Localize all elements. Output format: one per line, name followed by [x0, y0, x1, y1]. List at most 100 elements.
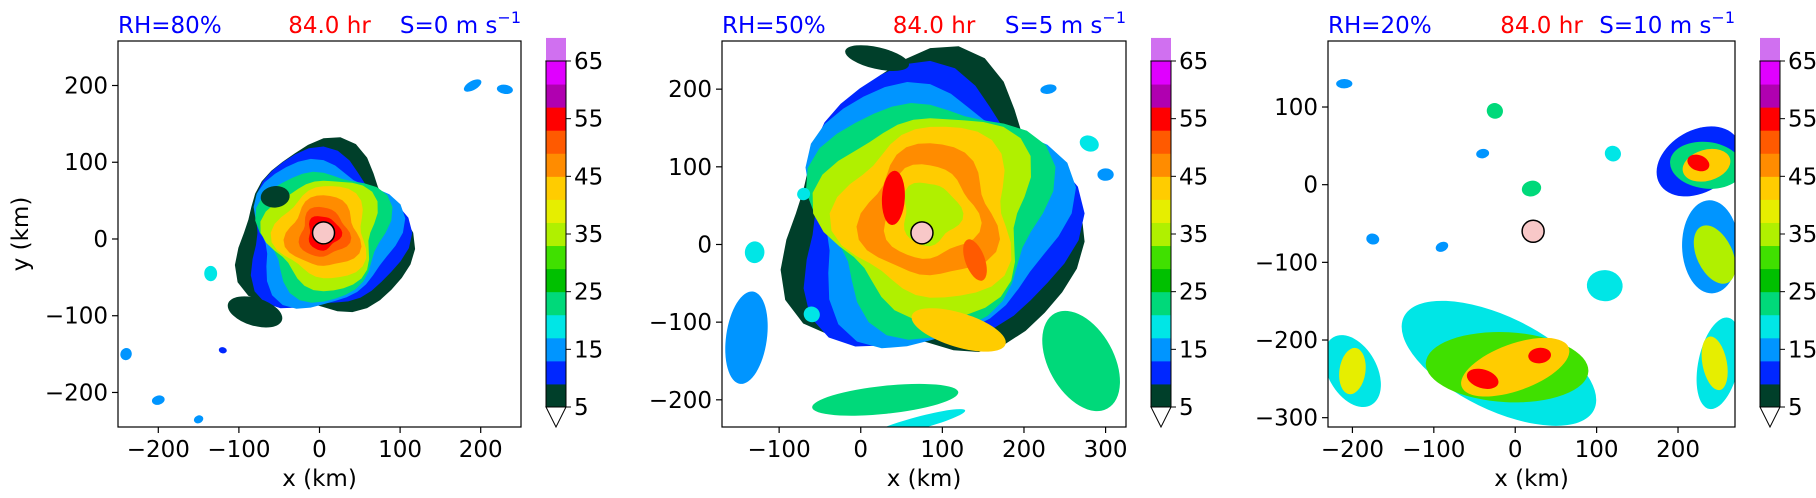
colorbar-segment — [1760, 360, 1780, 385]
convective-cell-16 — [1079, 135, 1099, 152]
title-rh: RH=20% — [1328, 13, 1432, 39]
colorbar-segment — [1760, 245, 1780, 270]
colorbar-tick-label: 25 — [574, 280, 603, 306]
y-tick-label: 0 — [697, 232, 712, 258]
colorbar-segment — [1151, 199, 1171, 223]
convective-cell-16 — [120, 348, 132, 361]
colorbar-segment — [1760, 153, 1780, 177]
colorbar-segment — [546, 314, 566, 339]
colorbar-segment — [1760, 107, 1780, 131]
colorbar-segment — [1151, 360, 1171, 385]
x-axis-label: x (km) — [282, 466, 357, 492]
y-tick-label: −200 — [649, 388, 712, 414]
colorbar-segment — [1151, 245, 1171, 270]
colorbar-tick-label: 35 — [574, 222, 603, 248]
colorbar-segment — [546, 222, 566, 247]
colorbar-segment — [1760, 291, 1780, 316]
x-tick-label: 300 — [1084, 437, 1128, 463]
convective-cell-15 — [151, 395, 165, 405]
colorbar-tick-label: 55 — [1788, 107, 1816, 133]
title-rh: RH=50% — [722, 13, 826, 39]
colorbar-segment — [1760, 84, 1780, 108]
y-tick-label: 0 — [1303, 173, 1318, 199]
x-tick-label: 200 — [1002, 437, 1046, 463]
convective-cell-17 — [1097, 168, 1114, 181]
storm-center-marker — [311, 221, 336, 245]
y-tick-label: −200 — [45, 380, 108, 406]
y-tick-label: −300 — [1255, 406, 1318, 432]
x-tick-label: 200 — [459, 437, 503, 463]
colorbar-segment — [546, 291, 566, 316]
colorbar-tick-label: 15 — [1788, 337, 1816, 363]
y-tick-label: −200 — [1255, 328, 1318, 354]
convective-cell-11 — [1466, 368, 1499, 389]
colorbar-segment — [546, 337, 566, 362]
convective-cell-18 — [1435, 241, 1449, 252]
colorbar-tick-label: 25 — [1179, 280, 1208, 306]
colorbar-segment — [1151, 291, 1171, 316]
convective-cell-12 — [1528, 347, 1552, 364]
colorbar-segment — [546, 199, 566, 223]
x-tick-label: 100 — [378, 437, 422, 463]
title-shear: S=5 m s−1 — [1005, 8, 1126, 39]
convective-cell-11 — [227, 296, 283, 328]
colorbar-tick-label: 5 — [1179, 395, 1194, 421]
colorbar-segment — [1151, 337, 1171, 362]
panel-rh80: −200 −100 0 100 200 −200 −100 0 100 200 x (km) y (k… — [0, 0, 603, 498]
x-tick-label: 0 — [1508, 437, 1523, 463]
colorbar-tick-label: 35 — [1179, 222, 1208, 248]
colorbar-segment — [1151, 153, 1171, 177]
axes-frame — [1327, 40, 1736, 428]
x-tick-label: −100 — [207, 437, 270, 463]
colorbar-tick-label: 65 — [574, 49, 603, 75]
convective-cell-17 — [1336, 79, 1353, 89]
colorbar-tick-label: 65 — [1788, 49, 1816, 75]
storm-center-marker — [1521, 219, 1545, 244]
y-tick-label: 100 — [668, 155, 712, 181]
title-shear-exponent: −1 — [1711, 8, 1735, 27]
colorbar-segment — [1151, 383, 1171, 408]
colorbar-segment — [1760, 222, 1780, 247]
colorbar-segment — [546, 153, 566, 177]
colorbar-tick-label: 65 — [1179, 49, 1208, 75]
colorbar-segment — [1760, 268, 1780, 293]
x-tick-label: 200 — [1656, 437, 1700, 463]
colorbar-tick-label: 25 — [1788, 280, 1816, 306]
convective-cell-13 — [1042, 310, 1120, 412]
convective-cell-21 — [803, 306, 820, 323]
colorbar-segment — [1151, 222, 1171, 247]
field-contours — [722, 41, 1126, 427]
colorbar-segment — [546, 130, 566, 154]
colorbar-extend-min — [1759, 406, 1781, 429]
colorbar-segment — [546, 268, 566, 293]
colorbar-segment — [1760, 37, 1780, 62]
convective-cell-21 — [1604, 145, 1621, 162]
x-tick-label: 100 — [920, 437, 964, 463]
convective-cell-19 — [1366, 233, 1380, 245]
x-tick-label: −100 — [748, 437, 811, 463]
colorbar-segment — [1151, 107, 1171, 131]
y-tick-label: −100 — [1255, 250, 1318, 276]
convective-cell-16 — [1486, 103, 1503, 119]
colorbar-segment — [546, 383, 566, 408]
colorbar-segment — [1151, 37, 1171, 62]
y-tick-label: −100 — [45, 304, 108, 330]
colorbar-segment — [1151, 176, 1171, 200]
panel-rh80-svg: −200 −100 0 100 200 −200 −100 0 100 200 x (km) y (k… — [8, 8, 603, 492]
colorbar-tick-label: 45 — [574, 164, 603, 190]
convective-cell-19 — [845, 45, 909, 71]
x-tick-label: 0 — [853, 437, 868, 463]
convective-cell-3 — [1687, 154, 1710, 172]
convective-cell-15 — [870, 409, 966, 427]
colorbar-tick-label: 15 — [1179, 337, 1208, 363]
colorbar-tick-label: 35 — [1788, 222, 1816, 248]
x-tick-label: −200 — [1321, 437, 1384, 463]
y-tick-label: −100 — [649, 310, 712, 336]
colorbar-tick-label: 5 — [574, 395, 589, 421]
colorbar-segment — [546, 245, 566, 270]
convective-cell-14 — [725, 291, 768, 384]
convective-cell-14 — [496, 84, 513, 95]
colorbar-segment — [1760, 61, 1780, 85]
convective-cell-12 — [812, 383, 959, 416]
